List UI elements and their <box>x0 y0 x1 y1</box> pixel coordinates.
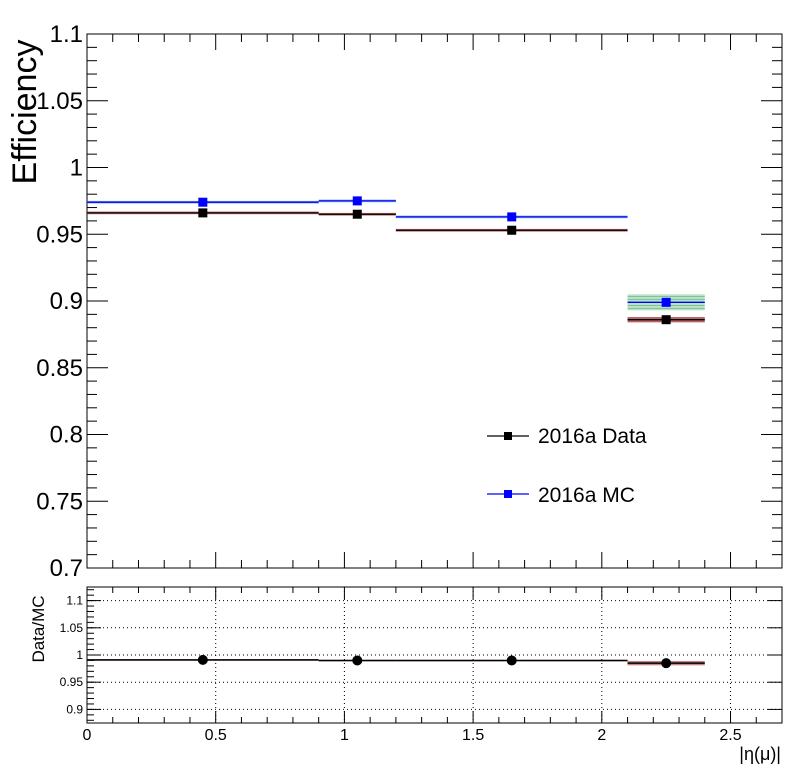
main-panel: 0.7 0.75 0.8 0.85 0.9 0.95 1 1.05 1.1 Efficiency… <box>6 21 783 582</box>
x-tick-label: 0.5 <box>205 727 227 744</box>
data-point-marker <box>198 208 208 218</box>
ratio-y-tick-label: 1.1 <box>66 594 83 608</box>
ratio-point-marker <box>506 655 517 666</box>
ratio-panel: 0.9 0.95 1 1.05 1.1 0 0.5 1 1.5 2 2.5 Data/MC |η(μ… <box>29 586 783 764</box>
main-data-layer <box>87 196 705 325</box>
main-axis-ticks: 0.7 0.75 0.8 0.85 0.9 0.95 1 1.05 1.1 <box>36 21 783 582</box>
ratio-point-marker <box>352 655 363 666</box>
data-point-marker <box>661 315 671 325</box>
data-point-marker <box>507 225 517 235</box>
legend-marker-mc <box>504 490 512 498</box>
x-axis-label: |η(μ)| <box>739 744 781 764</box>
mc-point-marker <box>661 297 671 307</box>
main-y-tick-label: 0.8 <box>50 422 83 449</box>
main-error-bands <box>87 199 705 323</box>
x-tick-label: 0 <box>83 727 92 744</box>
mc-point-marker <box>198 197 208 207</box>
ratio-point-marker <box>661 658 672 669</box>
legend: 2016a Data 2016a MC <box>487 425 647 507</box>
main-y-tick-label: 0.7 <box>50 555 83 582</box>
main-y-tick-label: 1.05 <box>36 88 83 115</box>
main-y-tick-label: 1.1 <box>50 21 83 48</box>
mc-point-marker <box>507 212 517 222</box>
mc-point-marker <box>352 196 362 206</box>
legend-marker-data <box>504 432 512 440</box>
x-tick-label: 1.5 <box>462 727 484 744</box>
main-y-tick-label: 0.85 <box>36 355 83 382</box>
x-tick-label: 2.5 <box>719 727 741 744</box>
ratio-data-layer <box>87 654 705 669</box>
ratio-axis-ticks: 0.9 0.95 1 1.05 1.1 0 0.5 1 1.5 2 2.5 <box>60 587 783 744</box>
ratio-point-marker <box>197 654 208 665</box>
legend-entry-mc: 2016a MC <box>487 484 635 507</box>
legend-label-mc: 2016a MC <box>538 484 635 507</box>
x-tick-label: 1 <box>340 727 349 744</box>
main-y-tick-label: 0.75 <box>36 488 83 515</box>
data-point-marker <box>352 209 362 219</box>
legend-label-data: 2016a Data <box>538 425 647 448</box>
ratio-y-tick-label: 0.9 <box>66 702 83 716</box>
main-y-tick-label: 1 <box>70 155 83 182</box>
x-tick-label: 2 <box>597 727 606 744</box>
ratio-y-tick-label: 1 <box>76 648 83 662</box>
legend-entry-data: 2016a Data <box>487 425 647 448</box>
main-y-tick-label: 0.95 <box>36 221 83 248</box>
ratio-y-axis-label: Data/MC <box>29 595 48 662</box>
ratio-grid <box>87 587 782 723</box>
main-y-axis-label: Efficiency <box>6 40 44 185</box>
ratio-y-tick-label: 1.05 <box>60 621 84 635</box>
main-y-tick-label: 0.9 <box>50 288 83 315</box>
ratio-y-tick-label: 0.95 <box>60 675 84 689</box>
